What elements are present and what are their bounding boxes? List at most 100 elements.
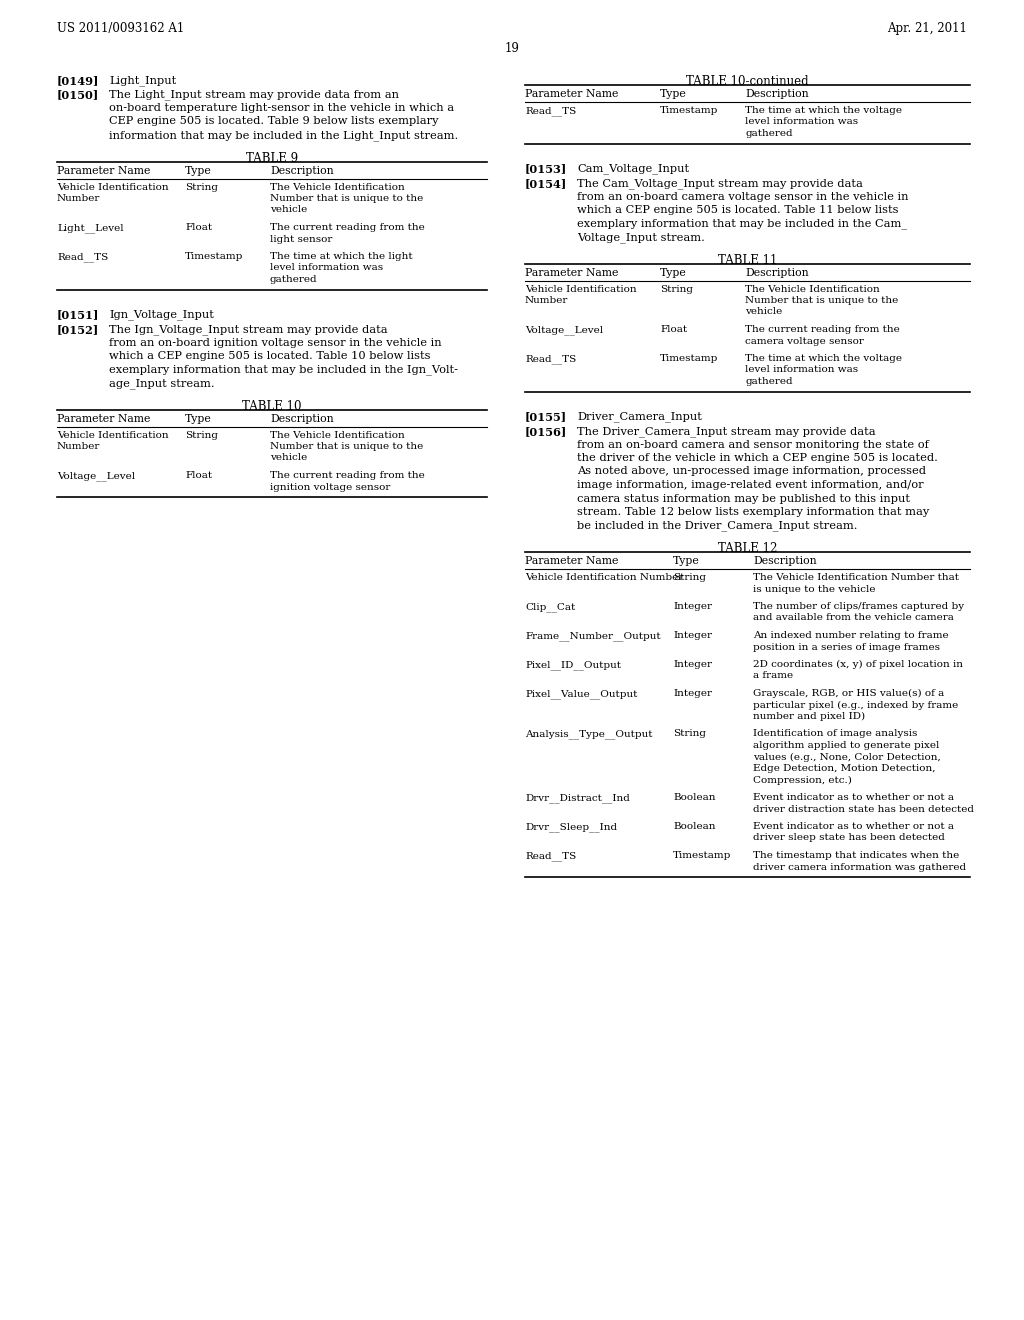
Text: algorithm applied to generate pixel: algorithm applied to generate pixel [753,741,939,750]
Text: which a CEP engine 505 is located. Table 10 below lists: which a CEP engine 505 is located. Table… [109,351,430,360]
Text: [0150]: [0150] [57,90,99,100]
Text: The Cam_Voltage_Input stream may provide data: The Cam_Voltage_Input stream may provide… [577,178,863,189]
Text: The number of clips/frames captured by: The number of clips/frames captured by [753,602,965,611]
Text: gathered: gathered [270,275,317,284]
Text: Event indicator as to whether or not a: Event indicator as to whether or not a [753,793,954,803]
Text: 19: 19 [505,42,519,55]
Text: The time at which the voltage: The time at which the voltage [745,354,902,363]
Text: CEP engine 505 is located. Table 9 below lists exemplary: CEP engine 505 is located. Table 9 below… [109,116,438,127]
Text: driver camera information was gathered: driver camera information was gathered [753,862,966,871]
Text: Description: Description [753,556,816,566]
Text: age_Input stream.: age_Input stream. [109,378,215,388]
Text: on-board temperature light-sensor in the vehicle in which a: on-board temperature light-sensor in the… [109,103,454,114]
Text: Voltage_Input stream.: Voltage_Input stream. [577,232,705,243]
Text: Parameter Name: Parameter Name [525,268,618,277]
Text: light sensor: light sensor [270,235,333,243]
Text: The current reading from the: The current reading from the [270,471,425,480]
Text: String: String [673,573,706,582]
Text: ignition voltage sensor: ignition voltage sensor [270,483,390,491]
Text: Analysis__Type__Output: Analysis__Type__Output [525,730,652,739]
Text: from an on-board ignition voltage sensor in the vehicle in: from an on-board ignition voltage sensor… [109,338,441,347]
Text: Clip__Cat: Clip__Cat [525,602,575,611]
Text: vehicle: vehicle [745,308,782,317]
Text: TABLE 9: TABLE 9 [246,152,298,165]
Text: [0149]: [0149] [57,75,99,86]
Text: gathered: gathered [745,129,793,139]
Text: Vehicle Identification Number: Vehicle Identification Number [525,573,683,582]
Text: Description: Description [745,268,809,277]
Text: Vehicle Identification: Vehicle Identification [525,285,637,293]
Text: TABLE 10: TABLE 10 [243,400,302,412]
Text: Boolean: Boolean [673,793,716,803]
Text: Light_Input: Light_Input [109,75,176,86]
Text: [0151]: [0151] [57,309,99,321]
Text: Event indicator as to whether or not a: Event indicator as to whether or not a [753,822,954,832]
Text: image information, image-related event information, and/or: image information, image-related event i… [577,480,924,490]
Text: Edge Detection, Motion Detection,: Edge Detection, Motion Detection, [753,764,936,774]
Text: Float: Float [185,223,212,232]
Text: Pixel__Value__Output: Pixel__Value__Output [525,689,637,698]
Text: [0155]: [0155] [525,412,567,422]
Text: [0152]: [0152] [57,323,99,335]
Text: a frame: a frame [753,672,794,681]
Text: Parameter Name: Parameter Name [525,556,618,566]
Text: the driver of the vehicle in which a CEP engine 505 is located.: the driver of the vehicle in which a CEP… [577,453,938,463]
Text: camera voltage sensor: camera voltage sensor [745,337,864,346]
Text: Description: Description [270,413,334,424]
Text: Type: Type [185,413,212,424]
Text: which a CEP engine 505 is located. Table 11 below lists: which a CEP engine 505 is located. Table… [577,205,898,215]
Text: The Vehicle Identification: The Vehicle Identification [270,430,404,440]
Text: vehicle: vehicle [270,454,307,462]
Text: [0156]: [0156] [525,426,567,437]
Text: Integer: Integer [673,602,712,611]
Text: Read__TS: Read__TS [525,106,577,116]
Text: Parameter Name: Parameter Name [57,165,151,176]
Text: US 2011/0093162 A1: US 2011/0093162 A1 [57,22,184,36]
Text: Type: Type [185,165,212,176]
Text: The time at which the light: The time at which the light [270,252,413,261]
Text: Number: Number [57,194,100,203]
Text: Pixel__ID__Output: Pixel__ID__Output [525,660,621,669]
Text: Number that is unique to the: Number that is unique to the [270,442,423,451]
Text: TABLE 11: TABLE 11 [718,253,777,267]
Text: Ign_Voltage_Input: Ign_Voltage_Input [109,309,214,321]
Text: The Vehicle Identification Number that: The Vehicle Identification Number that [753,573,959,582]
Text: vehicle: vehicle [270,206,307,214]
Text: driver distraction state has been detected: driver distraction state has been detect… [753,804,974,813]
Text: Read__TS: Read__TS [57,252,109,261]
Text: Float: Float [185,471,212,480]
Text: An indexed number relating to frame: An indexed number relating to frame [753,631,948,640]
Text: The current reading from the: The current reading from the [270,223,425,232]
Text: Number that is unique to the: Number that is unique to the [270,194,423,203]
Text: Float: Float [660,325,687,334]
Text: 2D coordinates (x, y) of pixel location in: 2D coordinates (x, y) of pixel location … [753,660,963,669]
Text: Number: Number [525,296,568,305]
Text: The Vehicle Identification: The Vehicle Identification [270,182,404,191]
Text: Timestamp: Timestamp [660,354,719,363]
Text: The current reading from the: The current reading from the [745,325,900,334]
Text: String: String [185,182,218,191]
Text: Voltage__Level: Voltage__Level [57,471,135,480]
Text: Frame__Number__Output: Frame__Number__Output [525,631,660,640]
Text: String: String [185,430,218,440]
Text: The Vehicle Identification: The Vehicle Identification [745,285,880,293]
Text: Read__TS: Read__TS [525,851,577,861]
Text: stream. Table 12 below lists exemplary information that may: stream. Table 12 below lists exemplary i… [577,507,929,517]
Text: Description: Description [270,165,334,176]
Text: TABLE 12: TABLE 12 [718,543,777,554]
Text: Apr. 21, 2011: Apr. 21, 2011 [887,22,967,36]
Text: Cam_Voltage_Input: Cam_Voltage_Input [577,164,689,174]
Text: Driver_Camera_Input: Driver_Camera_Input [577,412,701,422]
Text: driver sleep state has been detected: driver sleep state has been detected [753,833,945,842]
Text: Description: Description [745,88,809,99]
Text: As noted above, un-processed image information, processed: As noted above, un-processed image infor… [577,466,926,477]
Text: values (e.g., None, Color Detection,: values (e.g., None, Color Detection, [753,752,941,762]
Text: The Driver_Camera_Input stream may provide data: The Driver_Camera_Input stream may provi… [577,426,876,437]
Text: level information was: level information was [745,117,858,127]
Text: Type: Type [660,268,687,277]
Text: from an on-board camera voltage sensor in the vehicle in: from an on-board camera voltage sensor i… [577,191,908,202]
Text: be included in the Driver_Camera_Input stream.: be included in the Driver_Camera_Input s… [577,520,857,531]
Text: Drvr__Distract__Ind: Drvr__Distract__Ind [525,793,630,803]
Text: Timestamp: Timestamp [673,851,731,861]
Text: level information was: level information was [270,264,383,272]
